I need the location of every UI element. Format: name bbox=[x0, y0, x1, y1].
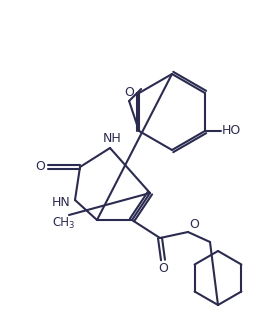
Text: HO: HO bbox=[221, 125, 241, 138]
Text: CH: CH bbox=[53, 216, 69, 230]
Text: O: O bbox=[158, 261, 168, 274]
Text: HN: HN bbox=[52, 196, 70, 209]
Text: NH: NH bbox=[103, 131, 121, 144]
Text: O: O bbox=[124, 86, 134, 99]
Text: O: O bbox=[35, 160, 45, 173]
Text: 3: 3 bbox=[68, 220, 74, 230]
Text: O: O bbox=[189, 217, 199, 230]
